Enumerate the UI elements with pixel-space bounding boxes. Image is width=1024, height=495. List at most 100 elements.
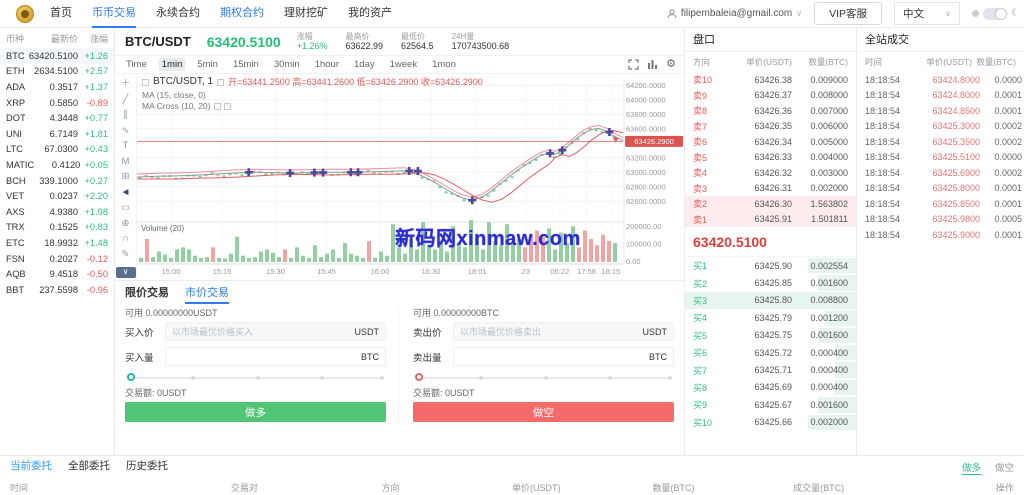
cursor-icon[interactable]: ◄ (120, 186, 131, 198)
orders-tab-当前委托[interactable]: 当前委托 (10, 460, 52, 472)
brand-logo-icon[interactable] (16, 4, 34, 23)
open-short-button[interactable]: 做空 (413, 402, 674, 422)
ask-row-卖7[interactable]: 卖7 63426.35 0.006000 (693, 121, 848, 132)
orders-filter-做空[interactable]: 做空 (994, 462, 1014, 474)
trade-row[interactable]: 18:18:54 63425.6900 0.0002 (865, 167, 1022, 178)
pencil-icon[interactable]: ✎ (121, 248, 130, 260)
nav-item-理财挖矿[interactable]: 理财挖矿 (284, 6, 328, 19)
bid-row-买10[interactable]: 买10 63425.66 0.002000 (685, 414, 856, 431)
text-icon[interactable]: T (122, 140, 129, 151)
theme-toggle[interactable]: ☾ (972, 7, 1020, 20)
pattern-icon[interactable]: M (121, 155, 130, 167)
buy-price-input[interactable]: 以市场最优价格买入 USDT (165, 322, 386, 341)
timeframe-1mon[interactable]: 1mon (432, 59, 456, 70)
watchlist-row-ADA[interactable]: ADA 0.3517 +1.37 (6, 81, 108, 92)
buy-amount-input[interactable]: BTC (165, 347, 386, 366)
watchlist-row-BBT[interactable]: BBT 237.5598 -0.96 (6, 284, 108, 295)
ask-row-卖6[interactable]: 卖6 63426.34 0.005000 (693, 136, 848, 148)
bid-row-买7[interactable]: 买7 63425.71 0.000400 (685, 361, 856, 378)
trade-row[interactable]: 18:18:54 63425.9000 0.0001 (865, 229, 1022, 240)
watchlist-row-LTC[interactable]: LTC 67.0300 +0.43 (6, 144, 108, 155)
ask-row-卖5[interactable]: 卖5 63426.33 0.004000 (693, 152, 848, 163)
ask-row-卖1[interactable]: 卖1 63425.91 1.501811 (685, 211, 856, 227)
trade-row[interactable]: 18:18:54 63425.3000 0.0002 (865, 121, 1022, 132)
trade-tab-限价交易[interactable]: 限价交易 (125, 287, 169, 299)
timeframe-1week[interactable]: 1week (389, 59, 418, 70)
orders-tab-全部委托[interactable]: 全部委托 (68, 460, 110, 472)
bid-row-买3[interactable]: 买3 63425.80 0.008800 (685, 291, 856, 310)
fullscreen-icon[interactable] (628, 59, 639, 70)
bid-row-买6[interactable]: 买6 63425.72 0.000400 (685, 344, 856, 361)
bid-row-买5[interactable]: 买5 63425.75 0.001600 (685, 327, 856, 344)
trendline-icon[interactable]: ╱ (122, 93, 129, 105)
brush-icon[interactable]: ∿ (121, 124, 130, 136)
toolbar-collapse-button[interactable]: ∨ (115, 267, 136, 278)
bid-row-买8[interactable]: 买8 63425.69 0.000400 (685, 379, 856, 396)
bid-row-买1[interactable]: 买1 63425.90 0.002554 (685, 257, 856, 274)
nav-item-永续合约[interactable]: 永续合约 (156, 6, 200, 19)
trade-row[interactable]: 18:18:54 63424.8000 0.0000 (865, 74, 1022, 85)
timeframe-1min[interactable]: 1min (158, 58, 186, 71)
user-menu[interactable]: filipembaleia@gmail.com ∨ (667, 8, 802, 19)
nav-item-币币交易[interactable]: 币币交易 (92, 0, 136, 28)
bid-row-买2[interactable]: 买2 63425.85 0.001600 (685, 274, 856, 291)
trade-row[interactable]: 18:18:54 63424.8500 0.0001 (865, 105, 1022, 116)
timeframe-1hour[interactable]: 1hour (314, 59, 340, 70)
price-chart[interactable]: 64200.0000 64000.0000 63800.0000 63600.0000… (136, 74, 685, 280)
sell-amount-input[interactable]: BTC (453, 347, 674, 366)
timeframe-Time[interactable]: Time (126, 59, 147, 70)
watchlist-row-MATIC[interactable]: MATIC 0.4120 +0.05 (6, 159, 108, 170)
trade-row[interactable]: 18:18:54 63425.8000 0.0001 (865, 183, 1022, 194)
sell-slider-handle[interactable] (415, 373, 423, 381)
watchlist-row-VET[interactable]: VET 0.0237 +2.20 (6, 191, 108, 202)
timeframe-5min[interactable]: 5min (197, 59, 218, 70)
timeframe-15min[interactable]: 15min (232, 59, 259, 70)
ask-row-卖10[interactable]: 卖10 63426.38 0.009000 (693, 74, 848, 86)
buy-amount-slider[interactable] (127, 371, 384, 385)
theme-switch[interactable] (983, 7, 1008, 20)
watchlist-row-AQB[interactable]: AQB 9.4518 -0.50 (6, 269, 108, 280)
watchlist-row-AXS[interactable]: AXS 4.9380 +1.98 (6, 206, 108, 217)
trade-row[interactable]: 18:18:54 63425.9800 0.0005 (865, 214, 1022, 225)
nav-item-首页[interactable]: 首页 (50, 6, 72, 19)
bid-row-买9[interactable]: 买9 63425.67 0.001600 (685, 396, 856, 413)
sell-amount-slider[interactable] (415, 371, 672, 385)
channel-icon[interactable]: ∥ (123, 109, 128, 120)
trade-tab-市价交易[interactable]: 市价交易 (185, 284, 229, 304)
trade-row[interactable]: 18:18:54 63425.8500 0.0001 (865, 198, 1022, 209)
watchlist-row-ETH[interactable]: ETH 2634.5100 +2.57 (6, 66, 108, 77)
timeframe-30min[interactable]: 30min (273, 59, 300, 70)
measure-icon[interactable]: ▭ (121, 202, 130, 213)
timeframe-1day[interactable]: 1day (354, 59, 375, 70)
watchlist-row-TRX[interactable]: TRX 0.1525 +0.83 (6, 222, 108, 233)
open-long-button[interactable]: 做多 (125, 402, 386, 422)
sell-price-input[interactable]: 以市场最优价格卖出 USDT (453, 322, 674, 341)
orders-tab-历史委托[interactable]: 历史委托 (126, 460, 168, 472)
zoom-icon[interactable]: ⊕ (121, 217, 130, 229)
crosshair-icon[interactable]: ＋ (120, 78, 131, 89)
watchlist-row-DOT[interactable]: DOT 4.3448 +0.77 (6, 113, 108, 124)
indicator-icon[interactable] (647, 59, 658, 70)
watchlist-row-ETC[interactable]: ETC 18.9932 +1.48 (6, 237, 108, 248)
trade-row[interactable]: 18:18:54 63425.5100 0.0000 (865, 152, 1022, 163)
watchlist-row-BTC[interactable]: BTC 63420.5100 +1.26 (0, 48, 114, 64)
language-select[interactable]: 中文 ∨ (894, 2, 961, 25)
watchlist-row-FSN[interactable]: FSN 0.2027 -0.12 (6, 253, 108, 264)
ask-row-卖9[interactable]: 卖9 63426.37 0.008000 (693, 90, 848, 101)
position-icon[interactable]: ⊞ (121, 171, 130, 182)
ask-row-卖4[interactable]: 卖4 63426.32 0.003000 (693, 167, 848, 179)
bid-row-买4[interactable]: 买4 63425.79 0.001200 (685, 309, 856, 326)
nav-item-期权合约[interactable]: 期权合约 (220, 6, 264, 19)
orders-filter-做多[interactable]: 做多 (961, 460, 981, 475)
buy-slider-handle[interactable] (127, 373, 135, 381)
watchlist-row-BCH[interactable]: BCH 339.1000 +0.27 (6, 175, 108, 186)
ask-row-卖3[interactable]: 卖3 63426.31 0.002000 (693, 183, 848, 194)
magnet-icon[interactable]: ∩ (122, 233, 129, 244)
watchlist-row-UNI[interactable]: UNI 6.7149 +1.81 (6, 128, 108, 139)
nav-item-我的资产[interactable]: 我的资产 (348, 6, 392, 19)
ask-row-卖2[interactable]: 卖2 63426.30 1.563802 (685, 196, 856, 212)
gear-icon[interactable]: ⚙ (666, 58, 676, 70)
watchlist-row-XRP[interactable]: XRP 0.5850 -0.89 (6, 97, 108, 108)
trade-row[interactable]: 18:18:54 63424.8000 0.0001 (865, 90, 1022, 101)
trade-row[interactable]: 18:18:54 63425.3500 0.0002 (865, 136, 1022, 147)
